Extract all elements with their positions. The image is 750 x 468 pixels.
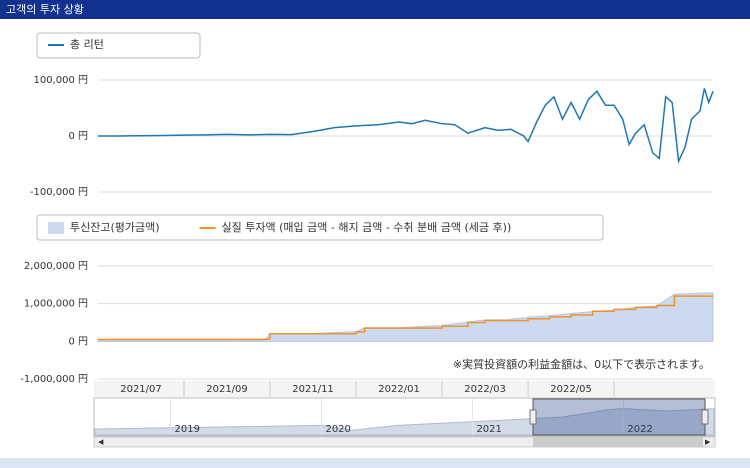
navigator-label: 2021 [476,424,501,435]
x-tick-label: 2022/05 [550,384,592,395]
navigator-selection[interactable] [532,398,706,436]
navigator-area [94,408,715,436]
x-tick-label: 2021/09 [206,384,248,395]
scroll-thumb[interactable] [533,437,703,447]
y-tick-label: -100,000 円 [30,187,88,198]
line [98,295,713,341]
y-tick-label: 1,000,000 円 [24,299,88,310]
y-tick-label: 0 円 [68,336,88,347]
footer-bar [0,458,750,468]
scroll-left[interactable]: ◀ [98,438,104,446]
x-tick-label: 2021/11 [292,384,334,395]
navigator-handle[interactable] [529,409,537,425]
legend-swatch [48,222,64,234]
y-tick-label: -1,000,000 円 [20,374,88,385]
legend-label: 투신잔고(평가금액) [70,221,160,234]
navigator-label: 2019 [174,424,199,435]
x-tick-label: 2022/01 [378,384,420,395]
legend-box [36,32,201,59]
scroll-right[interactable]: ▶ [705,438,711,446]
annotation: ※実質投資額の利益金額は、0以下で表示されます。 [453,357,710,371]
y-tick-label: 100,000 円 [33,75,88,86]
navigator-handle[interactable] [701,409,709,425]
legend-box [36,214,604,241]
scrollbar[interactable] [93,436,716,448]
navigator-label: 2020 [325,424,350,435]
x-tick-label: 2021/07 [120,384,162,395]
y-tick-label: 2,000,000 円 [24,261,88,272]
line [98,88,714,164]
x-tick-label: 2022/03 [464,384,506,395]
header-bar [0,0,750,19]
area [97,292,714,342]
header-title: 고객의 투자 상황 [6,3,84,16]
navigator-label: 2022 [627,424,652,435]
y-tick-label: 0 円 [68,131,88,142]
legend-label: 실질 투자액 (매입 금액 - 해지 금액 - 수취 분배 금액 (세금 후)) [222,220,512,234]
x-axis-band [94,381,715,397]
legend-label: 총 리턴 [70,38,104,51]
